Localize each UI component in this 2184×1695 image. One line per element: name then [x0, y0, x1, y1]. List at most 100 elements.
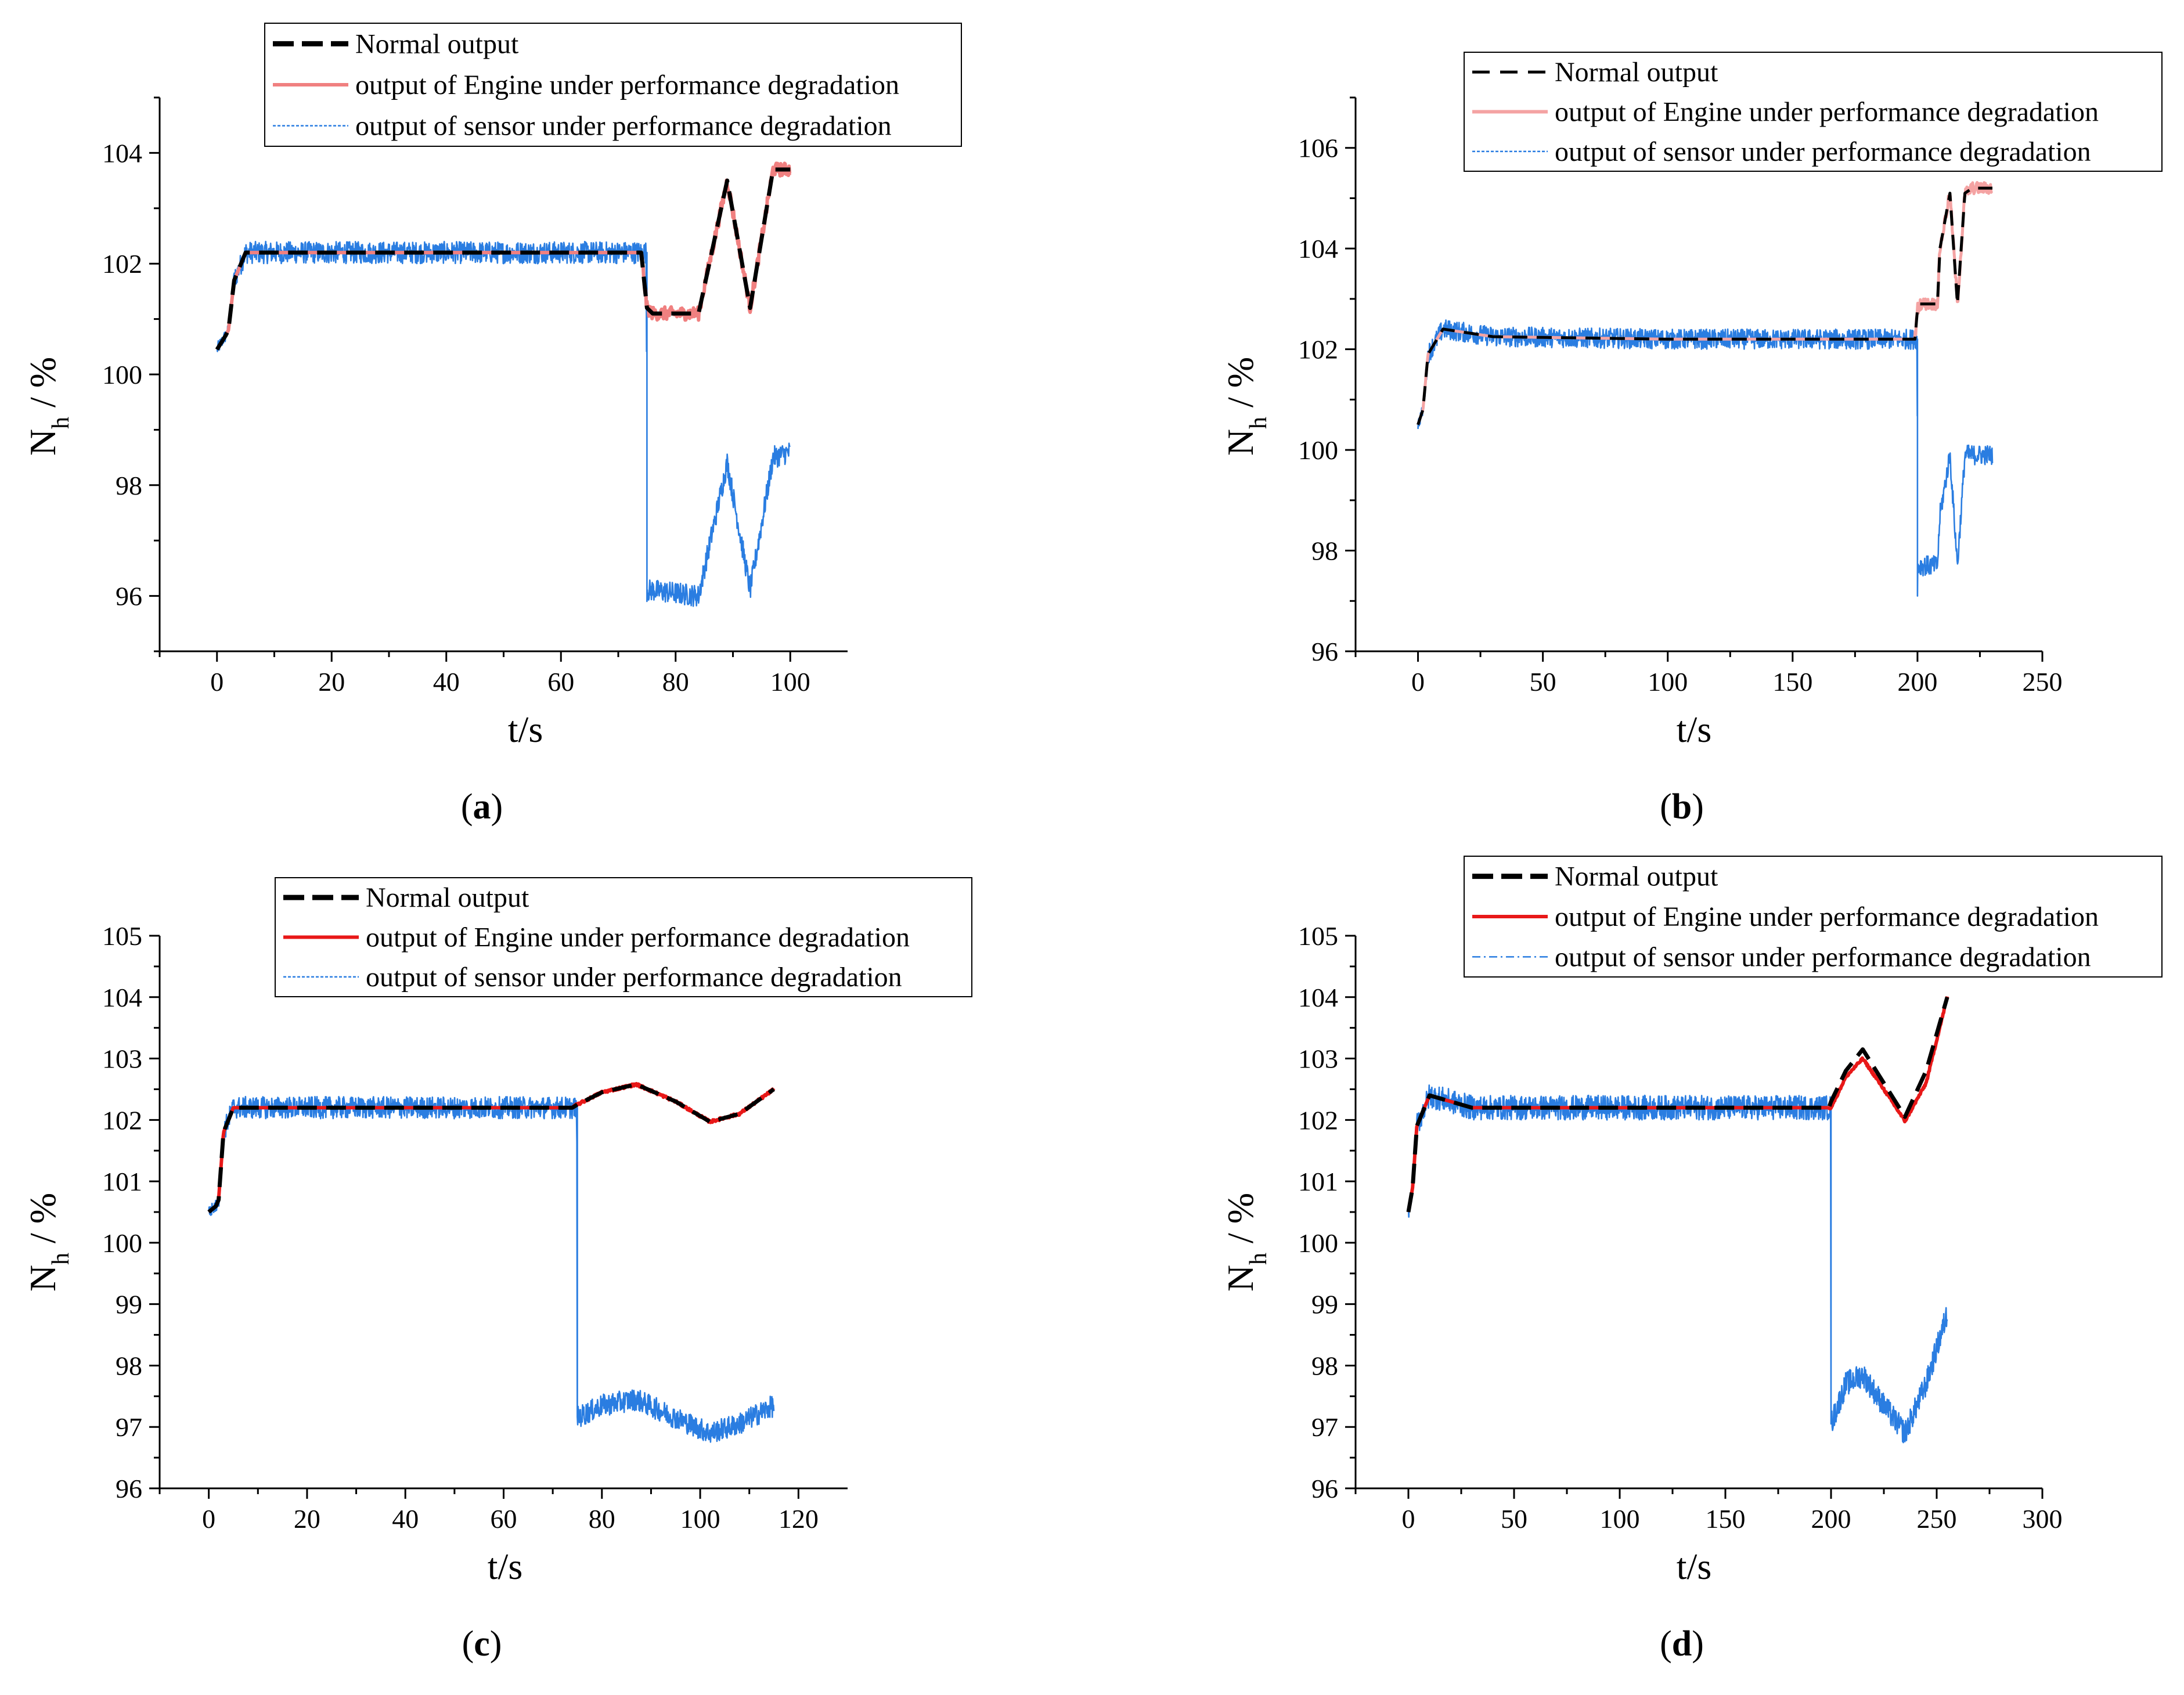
y-tick-label: 96	[116, 582, 142, 611]
y-axis-title-main: N	[1220, 1265, 1261, 1292]
legend-label-1: Normal output	[1555, 57, 1718, 88]
y-tick-label: 101	[102, 1167, 142, 1196]
legend-label-3: output of sensor under performance degra…	[1555, 942, 2091, 972]
legend-label-2: output of Engine under performance degra…	[1555, 97, 2099, 128]
sensor-series-line	[208, 1095, 775, 1443]
legend-box	[1464, 52, 2163, 172]
x-tick-label: 50	[1501, 1504, 1527, 1534]
y-tick-label: 97	[116, 1412, 142, 1442]
normal-series-line	[1406, 996, 1949, 1213]
legend-label-3: output of sensor under performance degra…	[355, 111, 892, 142]
x-tick-label: 300	[2023, 1504, 2063, 1534]
y-axis-title-sub: h	[1245, 417, 1272, 429]
legend-box	[275, 877, 972, 997]
legend-label-3: output of sensor under performance degra…	[366, 962, 902, 993]
panel-caption-letter: c	[474, 1624, 490, 1664]
legend-label-1: Normal output	[1555, 861, 1718, 892]
y-tick-label: 105	[102, 921, 142, 951]
panel-caption: (c)	[462, 1624, 502, 1664]
y-axis-title: Nh / %	[1220, 357, 1272, 456]
x-tick-label: 150	[1772, 667, 1812, 697]
y-axis-title-unit: / %	[22, 1193, 63, 1253]
sensor-series-line	[1407, 1084, 1948, 1444]
legend: Normal output output of Engine under perf…	[275, 877, 972, 997]
panel-caption-open: (	[462, 1624, 474, 1664]
panel-caption: (d)	[1660, 1624, 1704, 1664]
y-tick-label: 102	[1298, 1105, 1338, 1135]
y-axis-title-group: Nh / %	[22, 1193, 74, 1292]
panel-caption-open: (	[461, 787, 473, 827]
panel-caption-letter: d	[1672, 1624, 1692, 1664]
x-tick-label: 120	[779, 1504, 819, 1534]
y-tick-label: 106	[1298, 134, 1338, 163]
x-tick-label: 50	[1530, 667, 1556, 697]
y-tick-label: 98	[116, 1351, 142, 1380]
panel-caption-letter: a	[473, 787, 491, 827]
panel-caption-close: )	[1692, 1624, 1704, 1664]
legend: Normal output output of Engine under perf…	[264, 23, 962, 147]
x-axis-title: t/s	[508, 709, 543, 750]
y-tick-label: 104	[102, 983, 142, 1012]
plot-area	[207, 1081, 776, 1443]
normal-series-line	[207, 1082, 776, 1214]
panel-caption-close: )	[490, 1624, 502, 1664]
x-tick-label: 40	[433, 667, 460, 697]
x-tick-label: 20	[318, 667, 345, 697]
x-tick-label: 250	[2023, 667, 2063, 697]
y-tick-label: 100	[1298, 1228, 1338, 1258]
y-axis-title-unit: / %	[22, 357, 63, 417]
panel-caption-letter: b	[1672, 787, 1692, 827]
y-tick-label: 104	[102, 138, 142, 168]
panel-caption: (a)	[461, 787, 503, 827]
chart-panel-a: 0 20 40 60 80 100 96 98 100 102 104 t/s Nh / % Normal…	[22, 23, 962, 827]
engine-series-line	[1417, 181, 1994, 425]
y-axis-title-group: Nh / %	[22, 357, 74, 456]
y-tick-label: 99	[116, 1290, 142, 1319]
legend-label-3: output of sensor under performance degra…	[1555, 136, 2091, 167]
y-tick-label: 101	[1298, 1167, 1338, 1196]
normal-series-line	[1417, 186, 1992, 425]
x-tick-label: 0	[210, 667, 224, 697]
legend-label-2: output of Engine under performance degra…	[366, 922, 910, 953]
y-tick-label: 97	[1311, 1412, 1338, 1442]
x-tick-label: 40	[392, 1504, 419, 1534]
legend-label-2: output of Engine under performance degra…	[355, 70, 899, 100]
y-tick-label: 100	[102, 1228, 142, 1258]
panel-caption-open: (	[1660, 787, 1672, 827]
y-tick-label: 100	[1298, 435, 1338, 465]
x-tick-label: 0	[1402, 1504, 1415, 1534]
y-axis-title-group: Nh / %	[1220, 357, 1272, 456]
x-axis-title: t/s	[488, 1546, 522, 1587]
y-axis-title-sub: h	[1245, 1253, 1272, 1265]
y-tick-label: 98	[1311, 536, 1338, 566]
y-axis-title: Nh / %	[22, 357, 74, 456]
y-axis-title: Nh / %	[1220, 1193, 1272, 1292]
y-axis-title-main: N	[1220, 429, 1261, 456]
y-tick-label: 105	[1298, 921, 1338, 951]
y-tick-label: 102	[102, 249, 142, 279]
sensor-series-line	[1417, 319, 1994, 597]
x-axis-title: t/s	[1677, 709, 1711, 750]
legend-box	[1464, 856, 2163, 978]
y-tick-label: 104	[1298, 983, 1338, 1012]
chart-panel-b: 0 50 100 150 200 250 96 98 100 102 104 106 t/s Nh / %…	[1220, 52, 2163, 827]
chart-panel-d: 0 50 100 150 200 250 300 96 97 98 99 100 101 102 103 10…	[1220, 856, 2163, 1664]
legend-label-1: Normal output	[366, 882, 529, 913]
plot-area	[215, 161, 792, 607]
chart-panel-c: 0 20 40 60 80 100 120 96 97 98 99 100 101 102 103 104 10…	[22, 877, 972, 1664]
y-tick-label: 98	[116, 471, 142, 500]
y-axis-title-main: N	[22, 429, 63, 456]
plot-area	[1417, 181, 1994, 597]
plot-area	[1406, 996, 1949, 1444]
y-tick-label: 99	[1311, 1290, 1338, 1319]
y-axis-title-sub: h	[48, 1253, 74, 1265]
y-tick-label: 103	[1298, 1044, 1338, 1074]
legend-label-2: output of Engine under performance degra…	[1555, 901, 2099, 932]
y-axis-title-unit: / %	[1220, 1193, 1261, 1253]
y-axis-title-sub: h	[48, 417, 74, 429]
y-axis-title: Nh / %	[22, 1193, 74, 1292]
x-tick-label: 80	[662, 667, 689, 697]
y-tick-label: 103	[102, 1044, 142, 1074]
y-tick-label: 96	[1311, 1474, 1338, 1503]
legend-label-1: Normal output	[355, 28, 519, 59]
